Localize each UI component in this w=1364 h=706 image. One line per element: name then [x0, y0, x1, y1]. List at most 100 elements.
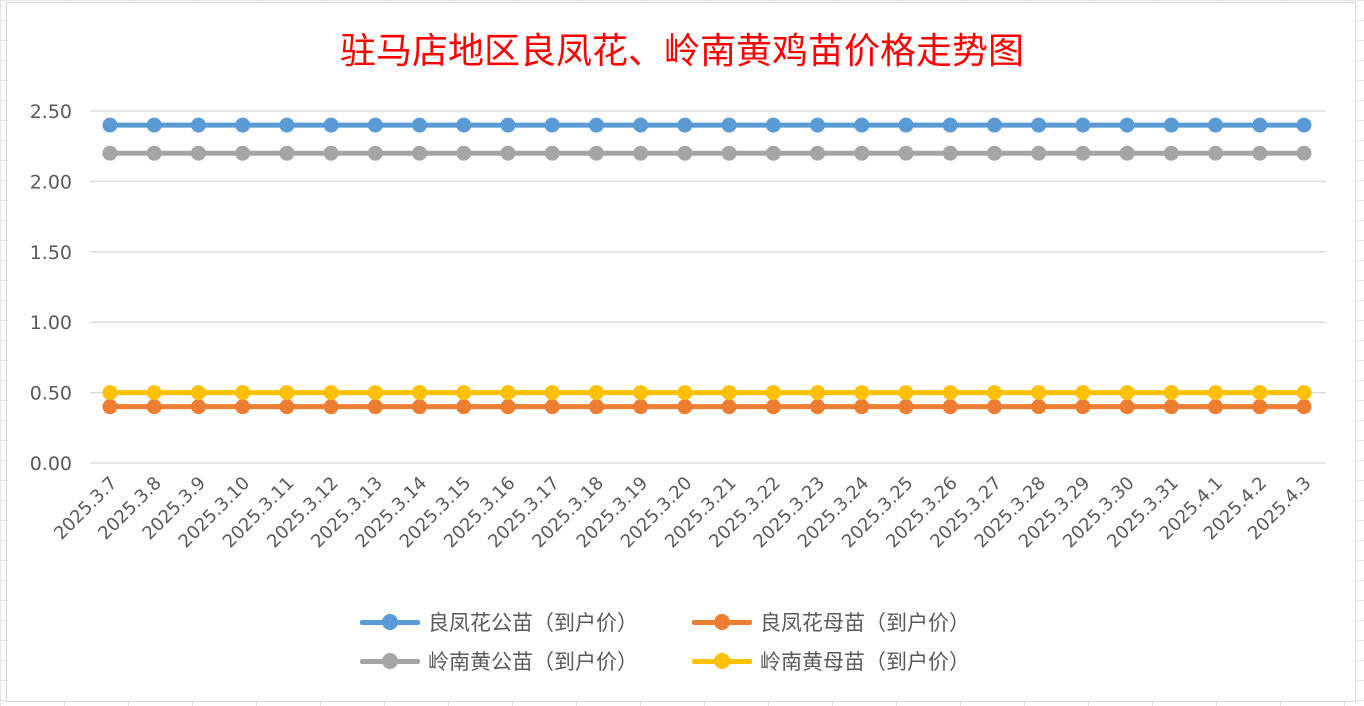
- data-point: [367, 399, 383, 415]
- data-point: [854, 145, 870, 161]
- data-point: [633, 385, 649, 401]
- data-point: [456, 399, 472, 415]
- legend-label: 良凤花公苗（到户价）: [428, 611, 638, 635]
- data-point: [190, 117, 206, 133]
- series-3: [102, 145, 1312, 161]
- data-point: [721, 385, 737, 401]
- data-point: [279, 145, 295, 161]
- data-point: [677, 399, 693, 415]
- data-point: [1296, 117, 1312, 133]
- data-point: [146, 399, 162, 415]
- data-point: [942, 117, 958, 133]
- data-point: [544, 145, 560, 161]
- data-point: [1075, 385, 1091, 401]
- data-point: [279, 399, 295, 415]
- data-point: [190, 385, 206, 401]
- data-point: [1163, 399, 1179, 415]
- data-point: [323, 145, 339, 161]
- data-point: [1208, 117, 1224, 133]
- data-point: [677, 117, 693, 133]
- data-point: [588, 117, 604, 133]
- data-point: [810, 385, 826, 401]
- data-point: [1296, 385, 1312, 401]
- data-point: [1031, 399, 1047, 415]
- data-point: [190, 399, 206, 415]
- data-point: [367, 385, 383, 401]
- legend-label: 岭南黄公苗（到户价）: [428, 650, 638, 674]
- data-point: [1031, 145, 1047, 161]
- data-point: [367, 145, 383, 161]
- data-point: [677, 385, 693, 401]
- data-point: [854, 117, 870, 133]
- y-tick-label: 1.00: [30, 312, 72, 334]
- data-point: [810, 117, 826, 133]
- data-point: [898, 145, 914, 161]
- data-point: [765, 117, 781, 133]
- y-tick-label: 2.50: [30, 101, 72, 123]
- data-point: [898, 399, 914, 415]
- data-point: [986, 399, 1002, 415]
- data-point: [1296, 399, 1312, 415]
- data-point: [102, 145, 118, 161]
- data-point: [1252, 399, 1268, 415]
- data-point: [102, 117, 118, 133]
- data-point: [986, 385, 1002, 401]
- data-point: [677, 145, 693, 161]
- legend-swatch: [692, 651, 752, 671]
- data-point: [1208, 145, 1224, 161]
- data-point: [721, 145, 737, 161]
- legend-label: 岭南黄母苗（到户价）: [760, 650, 970, 674]
- data-point: [456, 145, 472, 161]
- series-lines: [102, 117, 1312, 415]
- legend-swatch: [360, 651, 420, 671]
- data-point: [986, 117, 1002, 133]
- data-point: [854, 385, 870, 401]
- data-point: [1252, 117, 1268, 133]
- data-point: [1208, 385, 1224, 401]
- legend-item: 良凤花公苗（到户价）: [360, 606, 638, 638]
- data-point: [235, 399, 251, 415]
- data-point: [588, 145, 604, 161]
- data-point: [1119, 385, 1135, 401]
- data-point: [1075, 399, 1091, 415]
- data-point: [1031, 117, 1047, 133]
- data-point: [323, 399, 339, 415]
- data-point: [721, 117, 737, 133]
- data-point: [102, 399, 118, 415]
- legend-item: 良凤花母苗（到户价）: [692, 606, 970, 638]
- x-axis-ticks: 2025.3.72025.3.82025.3.92025.3.102025.3.…: [50, 473, 1316, 553]
- data-point: [1163, 385, 1179, 401]
- data-point: [765, 399, 781, 415]
- data-point: [1296, 145, 1312, 161]
- series-4: [102, 385, 1312, 401]
- data-point: [412, 399, 428, 415]
- data-point: [500, 385, 516, 401]
- legend-swatch: [692, 612, 752, 632]
- data-point: [323, 385, 339, 401]
- y-tick-label: 2.00: [30, 171, 72, 193]
- series-2: [102, 399, 1312, 415]
- data-point: [633, 145, 649, 161]
- data-point: [810, 399, 826, 415]
- data-point: [986, 145, 1002, 161]
- gridlines: [90, 110, 1326, 464]
- data-point: [456, 117, 472, 133]
- chart-area[interactable]: [6, 2, 1356, 702]
- data-point: [146, 385, 162, 401]
- data-point: [544, 399, 560, 415]
- data-point: [854, 399, 870, 415]
- data-point: [1163, 117, 1179, 133]
- data-point: [588, 399, 604, 415]
- y-tick-label: 0.00: [30, 453, 72, 475]
- data-point: [1031, 385, 1047, 401]
- data-point: [456, 385, 472, 401]
- data-point: [412, 145, 428, 161]
- data-point: [323, 117, 339, 133]
- y-tick-label: 1.50: [30, 242, 72, 264]
- data-point: [500, 399, 516, 415]
- data-point: [633, 117, 649, 133]
- data-point: [942, 145, 958, 161]
- data-point: [633, 399, 649, 415]
- data-point: [721, 399, 737, 415]
